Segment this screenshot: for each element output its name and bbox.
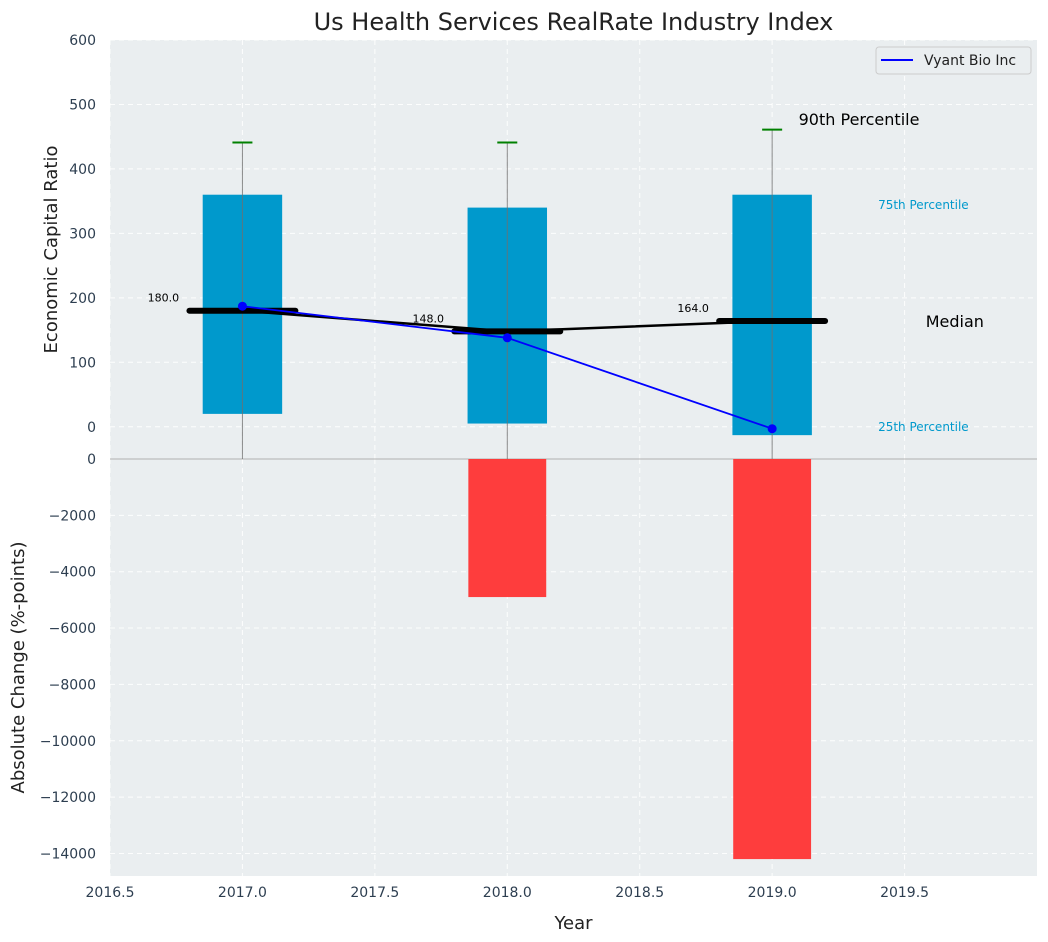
x-tick-label: 2017.5 (350, 885, 399, 901)
bars-layer (202, 128, 812, 860)
top-y-tick-label: 200 (69, 291, 96, 307)
series-point (237, 301, 247, 311)
bottom-y-tick-label: 0 (87, 452, 96, 468)
legend: Vyant Bio Inc (875, 46, 1032, 75)
top-y-tick-label: 300 (69, 226, 96, 242)
top-y-tick-label: 400 (69, 162, 96, 178)
x-tick-label: 2018.0 (483, 885, 532, 901)
x-tick-label: 2016.5 (86, 885, 135, 901)
bottom-y-tick-label: −10000 (40, 734, 96, 750)
absolute-change-bar (733, 459, 812, 860)
absolute-change-bar (468, 459, 547, 598)
top-y-tick-label: 500 (69, 97, 96, 113)
bottom-y-axis-title: Absolute Change (%-points) (8, 542, 29, 794)
annotation-median: Median (926, 312, 984, 331)
ticks-layer: 2016.5 2017.0 2017.5 2018.0 2018.5 2019.0 2019… (40, 33, 929, 901)
median-value-label: 148.0 (412, 312, 444, 325)
series-point (502, 333, 512, 343)
x-tick-label: 2017.0 (218, 885, 267, 901)
x-axis-title: Year (553, 913, 593, 934)
x-tick-label: 2019.5 (880, 885, 929, 901)
median-value-label: 180.0 (148, 292, 180, 305)
x-tick-label: 2019.0 (748, 885, 797, 901)
legend-box (875, 46, 1032, 75)
bottom-y-tick-label: −2000 (49, 508, 96, 524)
annotation-75th-percentile: 75th Percentile (878, 198, 969, 212)
legend-label: Vyant Bio Inc (924, 53, 1016, 69)
chart-title: Us Health Services RealRate Industry Ind… (314, 8, 834, 36)
bottom-y-tick-label: −14000 (40, 846, 96, 862)
bottom-y-tick-label: −4000 (49, 565, 96, 581)
bottom-plot-area (110, 459, 1037, 876)
x-tick-label: 2018.5 (615, 885, 664, 901)
bottom-y-tick-label: −12000 (40, 790, 96, 806)
bottom-y-tick-label: −6000 (49, 621, 96, 637)
bottom-y-tick-label: −8000 (49, 677, 96, 693)
series-point (767, 424, 777, 434)
top-y-tick-label: 100 (69, 355, 96, 371)
annotation-90th-percentile: 90th Percentile (799, 110, 920, 129)
top-y-tick-label: 600 (69, 33, 96, 49)
annotation-25th-percentile: 25th Percentile (878, 420, 969, 434)
lines-layer: 180.0 148.0 164.0 (148, 292, 829, 434)
median-value-label: 164.0 (677, 302, 709, 315)
top-y-tick-label: 0 (87, 420, 96, 436)
top-y-axis-title: Economic Capital Ratio (41, 146, 62, 354)
